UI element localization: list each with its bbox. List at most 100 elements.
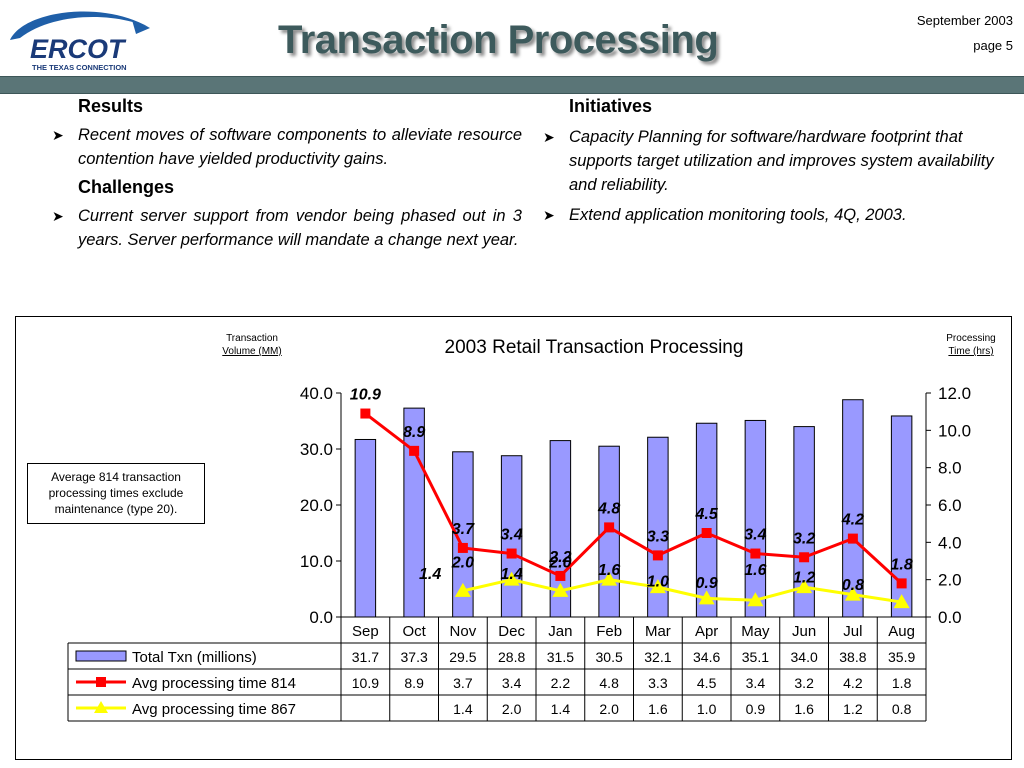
table-cell: 38.8 (839, 649, 866, 665)
data-label-814: 3.7 (452, 521, 475, 538)
table-category: Feb (596, 623, 622, 640)
marker-867 (454, 582, 471, 597)
chart-title: 2003 Retail Transaction Processing (445, 337, 744, 358)
date-label: September 2003 (916, 13, 1013, 28)
transaction-chart: 2003 Retail Transaction Processing Transa… (67, 333, 996, 722)
line-processing-867 (462, 578, 902, 604)
marker-867 (552, 582, 569, 597)
bar-total-txn (695, 422, 718, 618)
challenges-bullet: ➤ Current server support from vendor bei… (52, 204, 522, 252)
left-axis-label: Volume (MM) (222, 346, 281, 357)
right-tick-label: 4.0 (938, 533, 962, 552)
marker-867 (844, 586, 861, 601)
right-axis-label: Processing (946, 333, 995, 344)
table-cell: 3.7 (453, 675, 473, 691)
data-label-867: 1.2 (793, 570, 815, 587)
left-tick-label: 10.0 (300, 552, 333, 571)
marker-814 (506, 548, 517, 559)
table-cell: 2.0 (599, 701, 619, 717)
table-cell: 31.7 (352, 649, 379, 665)
marker-867 (747, 592, 764, 607)
marker-867 (649, 579, 666, 594)
marker-814 (750, 548, 761, 559)
bar-total-txn (354, 438, 377, 618)
table-cell: 29.5 (449, 649, 476, 665)
right-tick-label: 2.0 (938, 571, 962, 590)
results-text: Recent moves of software components to a… (78, 126, 522, 168)
ercot-logo: ERCOT THE TEXAS CONNECTION (10, 11, 150, 72)
bullet-arrow-icon: ➤ (543, 207, 555, 223)
table-category: Jun (792, 623, 816, 640)
table-cell: 3.2 (794, 675, 814, 691)
table-cell: 1.2 (843, 701, 863, 717)
data-label-867: 1.4 (419, 566, 441, 583)
table-cell: 1.4 (453, 701, 473, 717)
table-cell: 2.2 (551, 675, 571, 691)
marker-814 (652, 550, 663, 561)
challenges-heading: Challenges (78, 177, 175, 197)
bar-total-txn (842, 399, 864, 618)
table-cell: 34.6 (693, 649, 720, 665)
data-label-867: 0.8 (842, 577, 864, 594)
table-cell: 1.8 (892, 675, 912, 691)
bullet-arrow-icon: ➤ (52, 127, 64, 143)
marker-814 (847, 533, 858, 544)
table-cell: 31.5 (547, 649, 574, 665)
logo-text: ERCOT (30, 34, 127, 64)
table-cell: 1.0 (697, 701, 717, 717)
table-cell: 3.4 (502, 675, 522, 691)
page-title: Transaction Processing (278, 18, 719, 62)
table-category: Nov (450, 623, 477, 640)
table-cell: 4.2 (843, 675, 863, 691)
marker-814 (896, 578, 907, 589)
data-label-814: 4.8 (597, 500, 620, 517)
bar-total-txn (744, 419, 767, 618)
bar-total-txn (647, 436, 669, 618)
initiative-text: Extend application monitoring tools, 4Q,… (569, 206, 907, 224)
legend-marker-814 (96, 677, 106, 687)
table-cell: 2.0 (502, 701, 522, 717)
data-label-814: 3.3 (647, 528, 669, 545)
data-label-814: 3.2 (793, 530, 815, 547)
chart-container: 2003 Retail Transaction Processing Transa… (15, 316, 1012, 760)
right-column: Initiatives ➤ Capacity Planning for soft… (543, 96, 1013, 227)
initiative-bullet: ➤ Extend application monitoring tools, 4… (543, 203, 1013, 227)
table-series-name: Avg processing time 867 (132, 701, 296, 718)
right-tick-label: 6.0 (938, 496, 962, 515)
data-label-867: 1.4 (501, 566, 523, 583)
data-label-814: 4.5 (695, 506, 719, 523)
marker-814 (457, 542, 468, 553)
table-cell: 3.4 (746, 675, 766, 691)
legend-marker-867 (94, 701, 108, 713)
bullet-arrow-icon: ➤ (52, 208, 64, 224)
table-cell: 3.3 (648, 675, 668, 691)
left-tick-label: 40.0 (300, 384, 333, 403)
header-rule (0, 76, 1024, 94)
table-category: Aug (888, 623, 915, 640)
data-label-814: 4.2 (841, 512, 864, 529)
data-label-867: 2.0 (451, 555, 474, 572)
bar-total-txn (452, 451, 474, 618)
table-category: Dec (498, 623, 525, 640)
table-series-name: Avg processing time 814 (132, 675, 296, 692)
table-cell: 0.9 (746, 701, 766, 717)
header: ERCOT THE TEXAS CONNECTION Transaction P… (0, 0, 1024, 78)
left-column: Results ➤ Recent moves of software compo… (52, 96, 522, 252)
table-cell: 1.4 (551, 701, 571, 717)
initiative-text: Capacity Planning for software/hardware … (569, 128, 994, 194)
data-label-814: 3.4 (744, 527, 766, 544)
table-cell: 10.9 (352, 675, 379, 691)
right-tick-label: 8.0 (938, 459, 962, 478)
note-text: Average 814 transaction processing times… (48, 470, 184, 516)
bar-total-txn (500, 455, 523, 618)
right-tick-label: 0.0 (938, 608, 962, 627)
results-bullet: ➤ Recent moves of software components to… (52, 123, 522, 171)
right-axis-label: Time (hrs) (948, 346, 993, 357)
table-cell: 0.8 (892, 701, 912, 717)
table-category: Oct (402, 623, 426, 640)
logo-tagline: THE TEXAS CONNECTION (32, 63, 127, 72)
table-cell: 1.6 (648, 701, 668, 717)
challenges-text: Current server support from vendor being… (78, 207, 522, 249)
page-number: page 5 (973, 38, 1013, 53)
data-label-867: 1.6 (598, 562, 620, 579)
